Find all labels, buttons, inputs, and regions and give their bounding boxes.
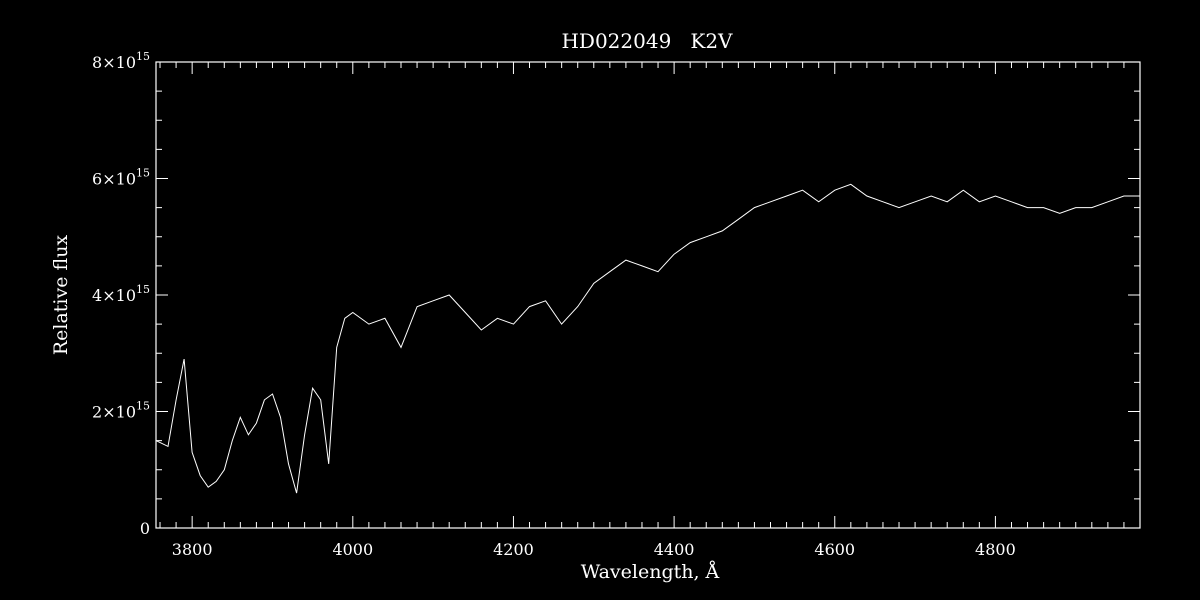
y-tick-label: 0 [140, 519, 150, 538]
y-tick-mantissa: 2×10 [92, 403, 136, 422]
y-tick-exponent: 15 [136, 400, 150, 413]
x-tick-label: 4600 [814, 540, 855, 559]
plot-area [155, 183, 1140, 494]
x-tick-label: 4400 [654, 540, 695, 559]
x-tick-label: 4200 [493, 540, 534, 559]
y-tick-exponent: 15 [136, 283, 150, 296]
y-tick-label: 2×1015 [92, 400, 150, 422]
y-tick-mantissa: 8×10 [92, 53, 136, 72]
x-tick-label: 4800 [975, 540, 1016, 559]
x-tick-label: 3800 [172, 540, 213, 559]
y-tick-label: 8×1015 [92, 50, 150, 72]
y-tick-exponent: 15 [136, 50, 150, 63]
y-axis-title: Relative flux [50, 235, 72, 356]
plot-frame [155, 61, 1141, 529]
y-tick-exponent: 15 [136, 167, 150, 180]
y-tick-label: 4×1015 [92, 283, 150, 305]
x-tick-label: 4000 [332, 540, 373, 559]
chart-title: HD022049 K2V [561, 29, 733, 53]
spectrum-line [155, 183, 1140, 494]
x-axis-title: Wavelength, Å [581, 561, 720, 583]
y-tick-label: 6×1015 [92, 167, 150, 189]
y-tick-mantissa: 4×10 [92, 286, 136, 305]
y-tick-mantissa: 6×10 [92, 170, 136, 189]
x-axis: 3800 4000 4200 4400 4600 4800 [159, 62, 1141, 559]
